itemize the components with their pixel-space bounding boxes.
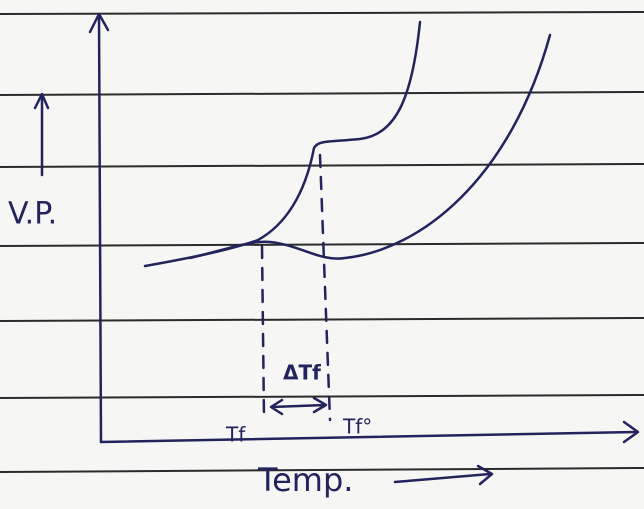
tf0-label: Tf° [342, 415, 372, 439]
delta-label: ΔTf [283, 361, 321, 385]
x-axis-label: Temp. [257, 461, 353, 499]
y-axis-label: V.P. [8, 197, 57, 232]
tf-label: Tf [225, 423, 246, 447]
sketch: V.P. ΔTf Tf Tf° Temp. [0, 0, 644, 509]
